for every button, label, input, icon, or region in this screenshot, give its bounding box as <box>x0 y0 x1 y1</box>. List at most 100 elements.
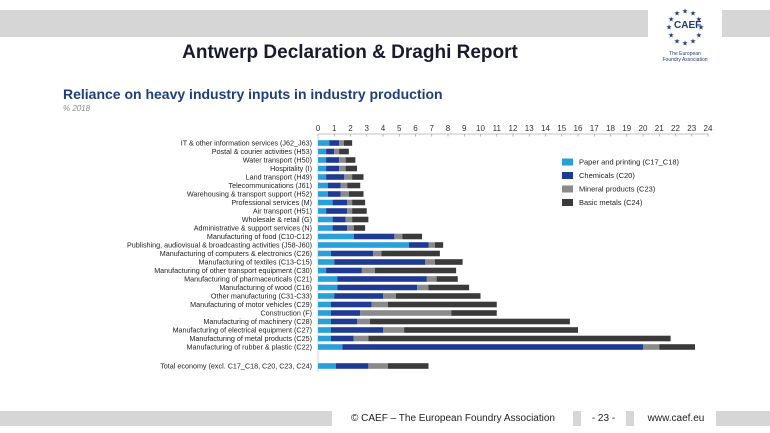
bar-segment <box>339 148 349 155</box>
category-label: Manufacturing of machinery (C28) <box>203 317 312 326</box>
category-label: Construction (F) <box>260 309 312 318</box>
logo-subtitle-line-2: Foundry Association <box>662 57 708 63</box>
bar-segment <box>370 318 570 325</box>
x-tick-label: 1 <box>332 124 337 133</box>
bar-segment <box>383 293 396 299</box>
bar-segment <box>360 310 452 316</box>
category-label: Manufacturing of textiles (C13-C15) <box>199 258 312 267</box>
category-label: Wholesale & retail (G) <box>242 215 312 224</box>
x-tick-label: 18 <box>606 124 615 133</box>
legend-swatch <box>562 158 573 166</box>
bar-segment <box>396 293 481 299</box>
bar-segment <box>451 310 497 316</box>
category-label: Manufacturing of computers & electronics… <box>160 249 312 258</box>
footer-bar-mid-1 <box>573 411 581 426</box>
legend-swatch <box>562 185 573 193</box>
bar-segment <box>347 199 353 206</box>
bar-segment <box>352 174 364 180</box>
bar-segment <box>402 233 422 240</box>
slide-title: Antwerp Declaration & Draghi Report <box>182 42 518 63</box>
bar-segment <box>340 191 349 197</box>
bar-segment <box>342 344 643 350</box>
bar-segment <box>347 182 361 189</box>
bar-segment <box>357 318 370 325</box>
bar-segment <box>329 140 340 146</box>
category-label: Total economy (excl. C17_C18, C20, C23, … <box>160 362 312 371</box>
category-label: Hospitality (I) <box>270 164 312 173</box>
category-label: Postal & courier activities (H53) <box>212 147 312 156</box>
bar-segment <box>352 208 367 214</box>
footer-copyright: © CAEF – The European Foundry Associatio… <box>351 413 555 424</box>
bar-segment <box>371 301 388 308</box>
x-tick-label: 19 <box>622 124 631 133</box>
bar-segment <box>318 318 331 325</box>
bar-segment <box>318 259 335 265</box>
x-tick-label: 17 <box>590 124 599 133</box>
logo-star: ★ <box>668 32 674 40</box>
x-tick-label: 0 <box>316 124 321 133</box>
bar-segment <box>353 335 369 342</box>
x-tick-label: 24 <box>704 124 713 133</box>
bar-segment <box>318 276 338 282</box>
header-bar-left <box>0 10 648 37</box>
bar-segment <box>334 293 383 299</box>
bar-segment <box>368 335 671 342</box>
logo-text: CAEF <box>674 20 702 31</box>
x-tick-label: 10 <box>476 124 485 133</box>
x-tick-label: 7 <box>430 124 435 133</box>
bar-segment <box>326 165 340 172</box>
caef-logo: ★ ★ ★ ★ ★ ★ ★ ★ ★ ★ ★ ★ CAEF The European Foundry A… <box>652 6 718 64</box>
bar-segment <box>394 233 403 240</box>
x-tick-label: 14 <box>541 124 550 133</box>
x-tick-label: 5 <box>397 124 402 133</box>
bar-segment <box>326 148 335 155</box>
bar-segment <box>332 199 348 206</box>
bar-segment <box>345 165 357 172</box>
legend-label: Mineral products (C23) <box>579 185 656 194</box>
bar-segment <box>435 259 463 265</box>
logo-star: ★ <box>682 8 688 16</box>
bar-segment <box>404 327 578 333</box>
x-tick-label: 12 <box>509 124 518 133</box>
bar-segment <box>318 267 327 274</box>
bar-segment <box>409 242 429 248</box>
bar-segment <box>318 225 333 231</box>
bar-segment <box>347 208 353 214</box>
logo-star: ★ <box>668 16 674 24</box>
bar-segment <box>318 301 331 308</box>
bar-segment <box>345 157 356 163</box>
bar-segment <box>643 344 660 350</box>
legend-swatch <box>562 172 573 179</box>
category-label: Manufacturing of metal products (C25) <box>189 334 312 343</box>
bar-segment <box>344 174 353 180</box>
bar-segment <box>326 174 344 180</box>
bar-segment <box>332 216 346 223</box>
bar-segment <box>373 250 382 257</box>
bar-segment <box>436 276 458 282</box>
bar-segment <box>318 363 336 369</box>
bar-segment <box>426 276 437 282</box>
x-tick-label: 6 <box>413 124 418 133</box>
bar-segment <box>318 344 343 350</box>
logo-star: ★ <box>698 24 704 32</box>
category-label: Professional services (M) <box>231 198 312 207</box>
logo-star: ★ <box>696 16 702 24</box>
x-tick-label: 15 <box>557 124 566 133</box>
category-label: Water transport (H50) <box>243 156 312 165</box>
bar-segment <box>327 182 341 189</box>
bar-segment <box>318 165 327 172</box>
eu-stars-icon: ★ ★★★★★★★★★★★ <box>666 8 704 48</box>
bar-segment <box>331 327 383 333</box>
bar-segment <box>318 148 327 155</box>
logo-star: ★ <box>696 32 702 40</box>
bar-segment <box>339 140 344 146</box>
bar-segment <box>344 140 353 146</box>
category-label: Manufacturing of electrical equipment (C… <box>173 326 312 335</box>
bar-segment <box>428 284 470 291</box>
bar-segment <box>318 140 330 146</box>
bar-segment <box>326 157 340 163</box>
bar-segment <box>435 242 444 248</box>
bar-segment <box>327 191 341 197</box>
footer-website-link[interactable]: www.caef.eu <box>647 413 705 424</box>
